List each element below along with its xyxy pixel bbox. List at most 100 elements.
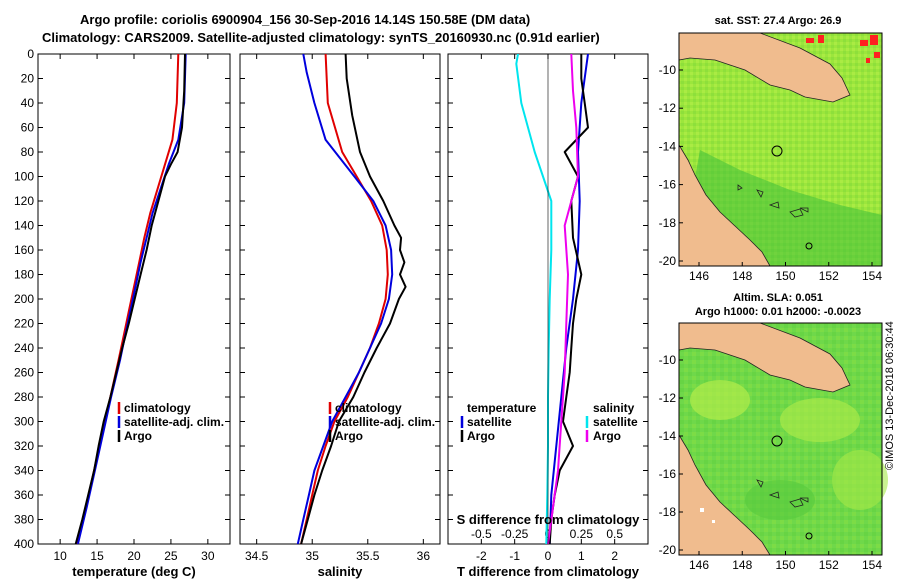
x2-tick-label: 0.5 bbox=[606, 527, 623, 541]
salinity-lines bbox=[296, 54, 407, 544]
salinity-legend: climatology satellite-adj. clim. Argo bbox=[328, 401, 435, 443]
legend-temperature-argo: Argo bbox=[467, 429, 495, 443]
sla-map: Altim. SLA: 0.051 Argo h1000: 0.01 h2000… bbox=[659, 292, 888, 572]
lat-tick-label: -16 bbox=[659, 467, 677, 481]
y-tick-label: 380 bbox=[14, 513, 34, 527]
temperature-xlabel: temperature (deg C) bbox=[72, 564, 196, 579]
legend-satellite: satellite-adj. clim. bbox=[335, 415, 435, 429]
legend-salinity-argo: Argo bbox=[593, 429, 621, 443]
title-line-1: Argo profile: coriolis 6900904_156 30-Se… bbox=[80, 12, 530, 27]
x-tick-label: -2 bbox=[476, 549, 487, 563]
lat-tick-label: -20 bbox=[659, 543, 677, 557]
legend-climatology: climatology bbox=[335, 401, 402, 415]
y-tick-label: 20 bbox=[21, 72, 35, 86]
temperature-lines bbox=[74, 54, 187, 544]
sst-map: sat. SST: 27.4 Argo: 26.9 146 148 150 152 15… bbox=[659, 15, 883, 283]
x-tick-label: 35 bbox=[306, 549, 320, 563]
lat-tick-label: -14 bbox=[659, 139, 677, 153]
lat-tick-label: -12 bbox=[659, 391, 677, 405]
y-tick-label: 0 bbox=[27, 47, 34, 61]
legend-salinity-satellite: satellite bbox=[593, 415, 638, 429]
credit-text: ©IMOS 13-Dec-2018 06:30:44 bbox=[884, 321, 896, 470]
x2-tick-label: -0.25 bbox=[501, 527, 529, 541]
y-tick-label: 360 bbox=[14, 488, 34, 502]
lon-tick-label: 146 bbox=[689, 558, 709, 572]
lat-tick-label: -10 bbox=[659, 63, 677, 77]
sst-reefs bbox=[737, 184, 809, 218]
series-line-temperature-satellite bbox=[548, 54, 589, 544]
series-line-satellite-adj-clim- bbox=[296, 54, 394, 544]
sst-map-ticks: 146 148 150 152 154 -10 -12 -14 -16 -18 -20 bbox=[659, 63, 883, 283]
sla-land-newguinea bbox=[678, 322, 851, 393]
sst-argo-location bbox=[771, 145, 783, 157]
series-line-satellite-adj-clim- bbox=[76, 54, 187, 544]
sst-land-newguinea bbox=[678, 32, 851, 103]
y-tick-label: 260 bbox=[14, 366, 34, 380]
legend-satellite: satellite-adj. clim. bbox=[124, 415, 224, 429]
y-tick-label: 320 bbox=[14, 439, 34, 453]
lon-tick-label: 146 bbox=[689, 269, 709, 283]
lat-tick-label: -14 bbox=[659, 429, 677, 443]
series-line-temperature-argo bbox=[548, 54, 589, 544]
x-tick-label: 34.5 bbox=[245, 549, 269, 563]
legend-temperature-satellite: satellite bbox=[467, 415, 512, 429]
series-line-argo bbox=[300, 54, 407, 544]
x-tick-label: 0 bbox=[545, 549, 552, 563]
y-tick-label: 180 bbox=[14, 268, 34, 282]
lon-tick-label: 148 bbox=[732, 269, 752, 283]
lon-tick-label: 152 bbox=[819, 558, 839, 572]
y-tick-label: 200 bbox=[14, 292, 34, 306]
y-tick-label: 240 bbox=[14, 341, 34, 355]
legend-temperature-header: temperature bbox=[467, 401, 537, 415]
x-tick-label: -1 bbox=[509, 549, 520, 563]
sst-secondary-marker bbox=[805, 242, 813, 250]
x-tick-label: 20 bbox=[127, 549, 141, 563]
y-tick-label: 160 bbox=[14, 243, 34, 257]
y-tick-label: 60 bbox=[21, 121, 35, 135]
y-tick-label: 340 bbox=[14, 464, 34, 478]
lon-tick-label: 150 bbox=[775, 558, 795, 572]
x-tick-label: 35.5 bbox=[356, 549, 380, 563]
lon-tick-label: 150 bbox=[775, 269, 795, 283]
difference-x2label: S difference from climatology bbox=[457, 512, 641, 527]
x2-tick-label: -0.5 bbox=[471, 527, 492, 541]
y-tick-label: 140 bbox=[14, 219, 34, 233]
lat-tick-label: -10 bbox=[659, 353, 677, 367]
y-tick-label: 300 bbox=[14, 415, 34, 429]
legend-argo: Argo bbox=[124, 429, 152, 443]
difference-xlabel: T difference from climatology bbox=[457, 564, 640, 579]
lon-tick-label: 152 bbox=[819, 269, 839, 283]
legend-salinity-header: salinity bbox=[593, 401, 635, 415]
difference-legend: temperature satellite Argo salinity sate… bbox=[460, 401, 638, 443]
lat-tick-label: -18 bbox=[659, 216, 677, 230]
lon-tick-label: 154 bbox=[862, 558, 882, 572]
x-tick-label: 10 bbox=[53, 549, 67, 563]
sla-argo-location bbox=[771, 435, 783, 447]
x-tick-label: 30 bbox=[201, 549, 215, 563]
y-tick-label: 220 bbox=[14, 317, 34, 331]
series-line-salinity-satellite bbox=[515, 54, 553, 544]
y-tick-label: 280 bbox=[14, 390, 34, 404]
series-line-climatology bbox=[300, 54, 389, 544]
lat-tick-label: -20 bbox=[659, 254, 677, 268]
legend-argo: Argo bbox=[335, 429, 363, 443]
lat-tick-label: -18 bbox=[659, 505, 677, 519]
sst-map-title: sat. SST: 27.4 Argo: 26.9 bbox=[715, 15, 842, 27]
lon-tick-label: 148 bbox=[732, 558, 752, 572]
sst-map-frame bbox=[678, 32, 883, 267]
x-tick-label: 15 bbox=[90, 549, 104, 563]
y-tick-label: 40 bbox=[21, 96, 35, 110]
series-line-climatology bbox=[76, 54, 180, 544]
title-line-2: Climatology: CARS2009. Satellite-adjuste… bbox=[42, 30, 600, 45]
x-tick-label: 1 bbox=[578, 549, 585, 563]
tick-layer: 0204060801001201401601802002202402602803… bbox=[14, 47, 648, 563]
legend-climatology: climatology bbox=[124, 401, 191, 415]
sla-map-frame bbox=[678, 322, 883, 556]
sst-hot-cells bbox=[806, 35, 880, 63]
y-tick-label: 400 bbox=[14, 537, 34, 551]
x2-tick-label: 0.25 bbox=[570, 527, 594, 541]
temperature-legend: climatology satellite-adj. clim. Argo bbox=[117, 401, 224, 443]
x-tick-label: 25 bbox=[164, 549, 178, 563]
series-line-salinity-argo bbox=[547, 54, 579, 544]
